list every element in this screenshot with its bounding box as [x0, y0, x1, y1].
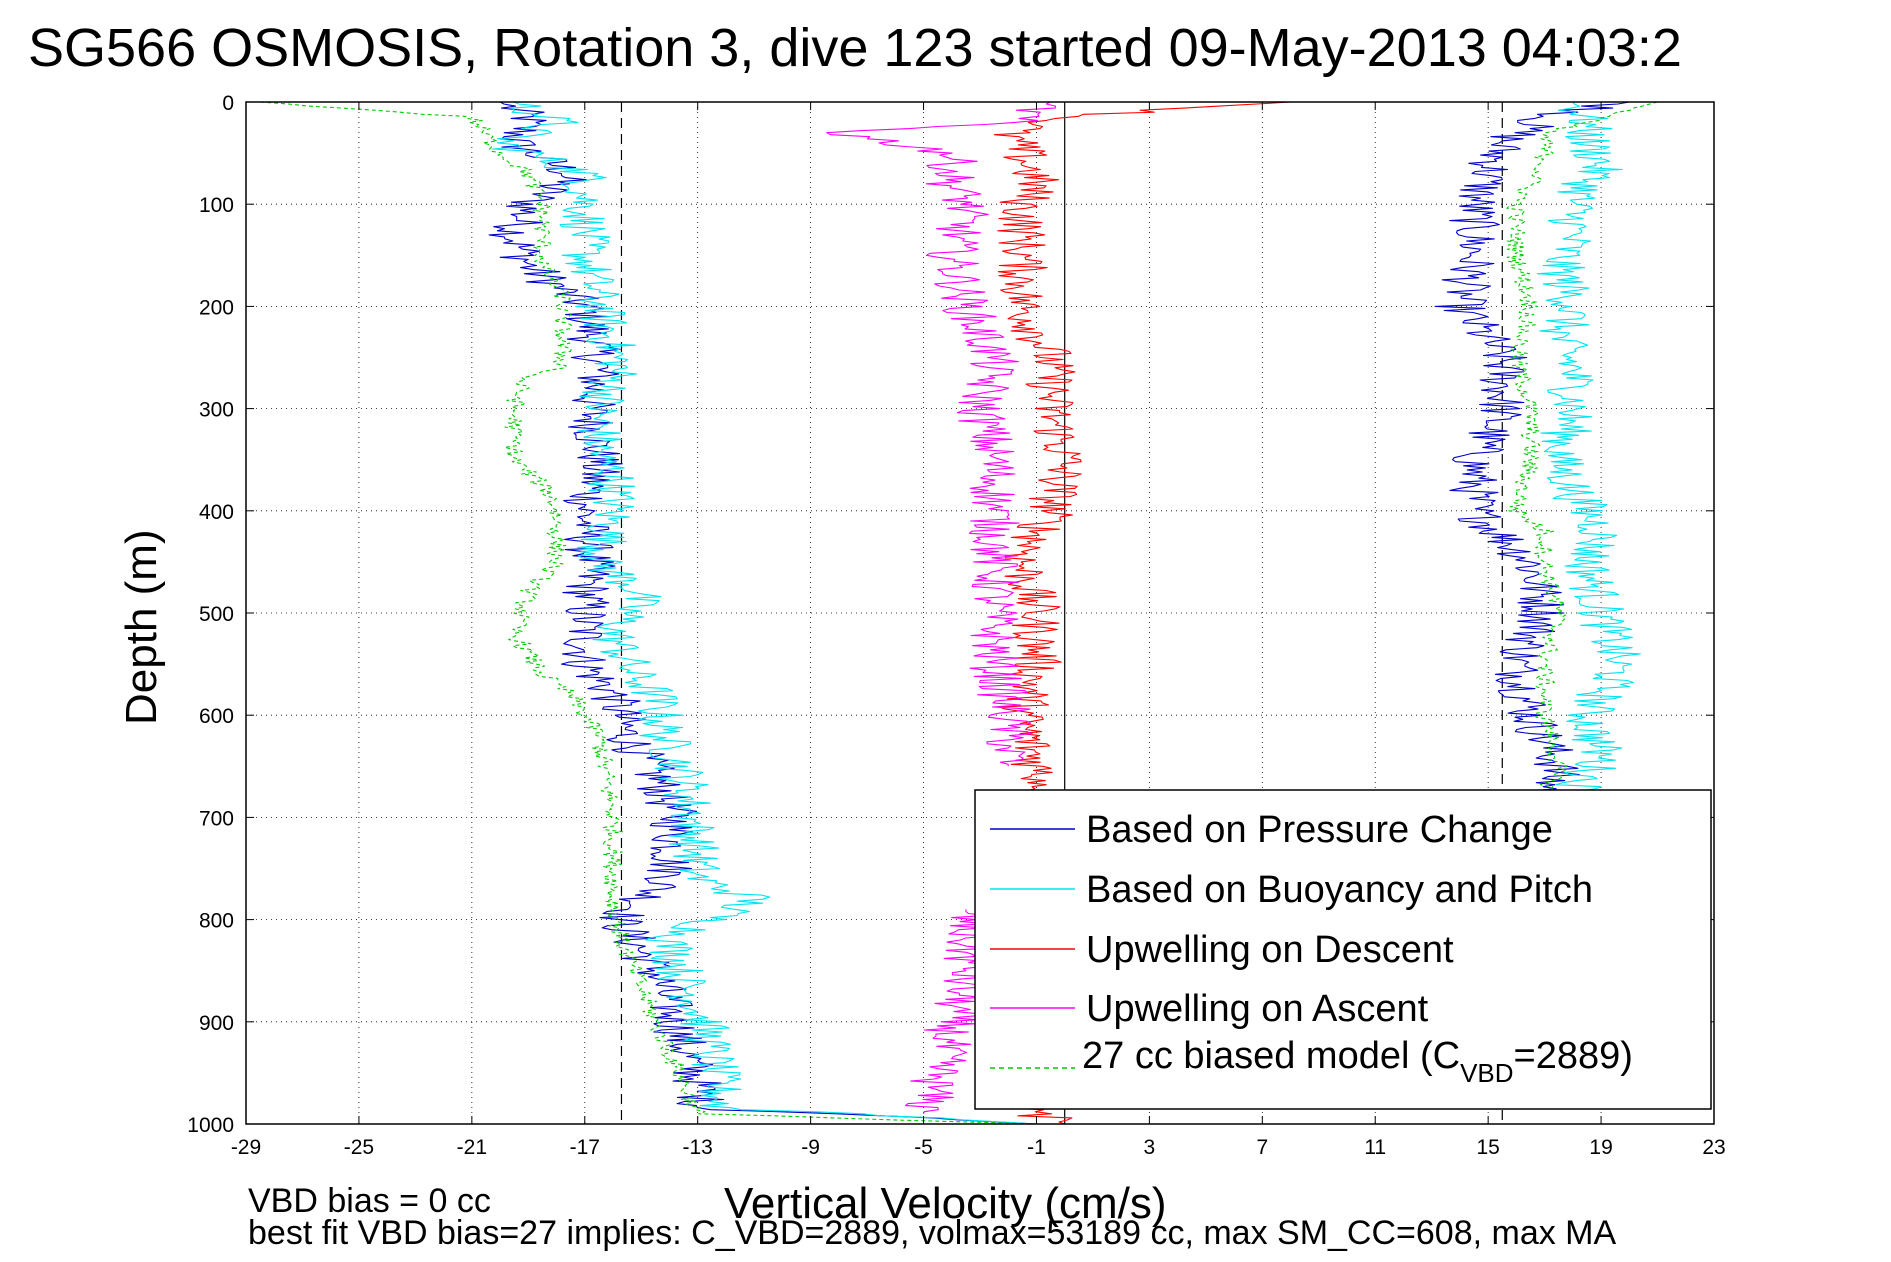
x-tick-labels: -29 -25 -21 -17 -13 -9 -5 -1 3 7 11 15 19 23 [231, 1136, 1726, 1159]
y-tick-label: 400 [199, 501, 234, 524]
x-tick-label: -25 [344, 1136, 374, 1159]
series-line-upwelling [993, 101, 1291, 798]
y-tick-label: 600 [199, 705, 234, 728]
y-tick-label: 500 [199, 603, 234, 626]
y-tick-label: 800 [199, 910, 234, 933]
legend-label-model: 27 cc biased model (CVBD=2889) [1082, 1035, 1633, 1088]
legend-label-descent: Upwelling on Descent [1086, 929, 1454, 971]
legend-label-pressure: Based on Pressure Change [1086, 809, 1553, 851]
y-tick-label: 300 [199, 399, 234, 422]
tick-layer [245, 101, 1715, 1125]
legend: Based on Pressure Change Based on Buoyan… [974, 789, 1712, 1110]
x-tick-label: -21 [457, 1136, 487, 1159]
legend-label-ascent: Upwelling on Ascent [1086, 988, 1429, 1030]
x-tick-label: 15 [1476, 1136, 1499, 1159]
y-axis-label: Depth (m) [117, 529, 166, 725]
x-tick-label: -5 [914, 1136, 933, 1159]
legend-model-sub: VBD [1460, 1058, 1513, 1088]
legend-model-suffix: =2889) [1514, 1035, 1633, 1077]
legend-box [974, 789, 1712, 1110]
x-tick-label: 11 [1364, 1136, 1386, 1159]
legend-model-prefix: 27 cc biased model (C [1082, 1035, 1460, 1077]
y-tick-label: 700 [199, 807, 234, 830]
best-fit-note: best fit VBD bias=27 implies: C_VBD=2889… [248, 1214, 1617, 1252]
x-tick-label: 23 [1702, 1136, 1725, 1159]
x-tick-label: 3 [1144, 1136, 1156, 1159]
y-tick-label: 1000 [187, 1114, 234, 1137]
series-line-27 [260, 101, 1037, 1125]
legend-label-buoyancy: Based on Buoyancy and Pitch [1086, 869, 1593, 911]
vbd-bias-note: VBD bias = 0 cc [248, 1182, 491, 1220]
x-tick-label: -1 [1027, 1136, 1046, 1159]
chart-title: SG566 OSMOSIS, Rotation 3, dive 123 star… [28, 18, 1682, 78]
y-tick-label: 0 [222, 92, 234, 115]
x-tick-label: -29 [231, 1136, 261, 1159]
x-tick-label: 7 [1256, 1136, 1268, 1159]
x-tick-label: -13 [683, 1136, 713, 1159]
x-tick-label: -17 [570, 1136, 600, 1159]
x-tick-label: 19 [1589, 1136, 1612, 1159]
y-tick-label: 100 [199, 194, 234, 217]
series-line-based [1536, 101, 1641, 798]
series-line-upwelling [826, 101, 1057, 767]
series-line-27 [1506, 101, 1658, 798]
grid-layer [245, 101, 1715, 1125]
series-line-based [1434, 101, 1630, 798]
x-tick-label: -9 [801, 1136, 820, 1159]
series-line-upwelling [905, 909, 992, 1114]
y-tick-label: 200 [199, 296, 234, 319]
x-axis-label: Vertical Velocity (cm/s) [724, 1179, 1167, 1228]
series-line-based [492, 101, 1037, 1125]
y-tick-labels: 0 100 200 300 400 500 600 700 800 900 1000 [187, 92, 234, 1137]
y-tick-label: 900 [199, 1012, 234, 1035]
